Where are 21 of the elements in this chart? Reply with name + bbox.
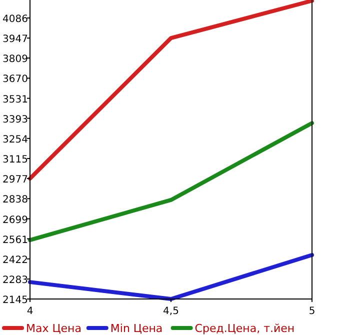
y-tick-label: 2145 — [2, 295, 28, 306]
y-tick-label: 3254 — [2, 134, 28, 146]
y-tick-label: 2977 — [2, 174, 28, 186]
x-tick-label: 4,5 — [163, 306, 179, 317]
legend-label: Min Цена — [110, 322, 163, 335]
y-tick-label: 3531 — [2, 94, 28, 106]
y-tick-label: 4086 — [2, 14, 28, 25]
y-tick-label: 2838 — [2, 194, 28, 206]
y-tick-label: 3670 — [2, 74, 28, 86]
y-tick-label: 3115 — [2, 154, 28, 166]
y-tick-label: 3809 — [2, 54, 28, 66]
y-tick-label: 2283 — [2, 275, 28, 286]
y-tick-label: 2699 — [2, 214, 28, 226]
x-tick-label: 5 — [308, 306, 316, 317]
y-tick-label: 3393 — [2, 114, 28, 126]
y-tick-label: 3947 — [2, 34, 28, 46]
y-tick-label: 2561 — [2, 234, 28, 246]
y-tick-label: 2422 — [2, 254, 28, 266]
x-tick-label: 4 — [26, 306, 34, 317]
legend-label: Max Цена — [26, 322, 82, 335]
legend-label: Сред.Цена, т.йен — [194, 322, 295, 335]
